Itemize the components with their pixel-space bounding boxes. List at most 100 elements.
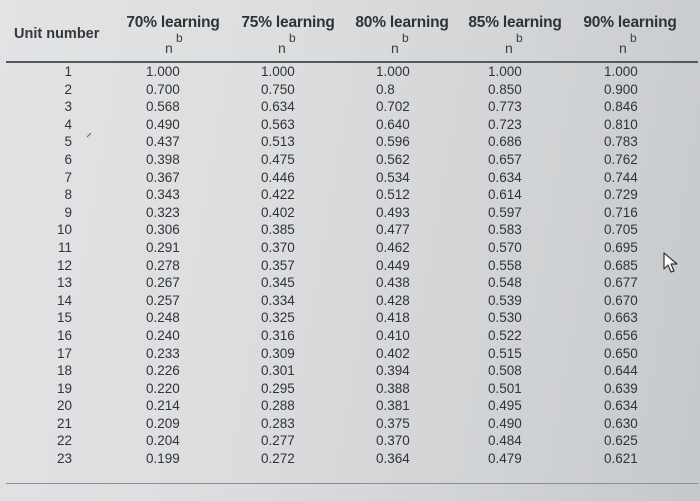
value-cell: 0.744: [604, 169, 638, 185]
value-cell: 0.657: [488, 151, 522, 167]
formula-base: n: [278, 40, 286, 56]
value-cell: 0.686: [488, 134, 522, 150]
value-cell: 0.614: [488, 187, 522, 203]
unit-number-header: Unit number: [14, 26, 100, 42]
table-row: 8 0.343 0.422 0.512 0.614 0.729: [6, 187, 698, 205]
value-cell: 0.695: [604, 239, 638, 255]
value-cell: 0.810: [604, 116, 638, 132]
unit-number-cell: 21: [56, 415, 72, 431]
unit-number-cell: 7: [64, 169, 72, 185]
value-cell: 0.634: [488, 169, 522, 185]
table-row: 4 0.490 0.563 0.640 0.723 0.810: [6, 117, 698, 135]
value-cell: 0.639: [604, 380, 638, 396]
table-row: 1 1.000 1.000 1.000 1.000 1.000: [6, 64, 698, 82]
stray-mark-icon: [86, 132, 92, 138]
value-cell: 0.345: [261, 275, 295, 291]
mouse-pointer-icon: [663, 252, 678, 273]
unit-number-cell: 17: [56, 345, 72, 361]
table-row: 21 0.209 0.283 0.375 0.490 0.630: [6, 416, 698, 434]
column-label: 90% learning: [583, 14, 677, 31]
value-cell: 0.449: [376, 257, 410, 273]
value-cell: 0.677: [604, 275, 638, 291]
value-cell: 0.278: [146, 257, 180, 273]
table-row: 14 0.257 0.334 0.428 0.539 0.670: [6, 293, 698, 311]
value-cell: 0.490: [488, 415, 522, 431]
value-cell: 0.558: [488, 257, 522, 273]
value-cell: 0.495: [488, 398, 522, 414]
value-cell: 0.670: [604, 292, 638, 308]
table-row: 22 0.204 0.277 0.370 0.484 0.625: [6, 433, 698, 451]
column-header-75: 75% learning n b: [234, 4, 342, 58]
value-cell: 1.000: [604, 64, 638, 79]
unit-number-cell: 5: [64, 134, 72, 150]
table-row: 18 0.226 0.301 0.394 0.508 0.644: [6, 363, 698, 381]
formula-exponent: b: [630, 31, 637, 45]
value-cell: 0.596: [376, 134, 410, 150]
value-cell: 0.343: [146, 187, 180, 203]
footer-rule: [6, 483, 698, 484]
value-cell: 0.8: [376, 81, 395, 97]
value-cell: 0.388: [376, 380, 410, 396]
formula-exponent: b: [176, 31, 183, 45]
header-rule: [6, 61, 698, 63]
value-cell: 0.402: [376, 345, 410, 361]
value-cell: 0.248: [146, 310, 180, 326]
unit-number-cell: 4: [64, 116, 72, 132]
table-row: 20 0.214 0.288 0.381 0.495 0.634: [6, 398, 698, 416]
unit-number-cell: 11: [57, 239, 72, 255]
value-cell: 0.325: [261, 310, 295, 326]
value-cell: 0.477: [376, 222, 410, 238]
value-cell: 0.484: [488, 433, 522, 449]
value-cell: 0.291: [146, 239, 180, 255]
value-cell: 0.394: [376, 363, 410, 379]
value-cell: 0.418: [376, 310, 410, 326]
column-header-80: 80% learning n b: [348, 4, 456, 58]
value-cell: 0.513: [261, 134, 295, 150]
value-cell: 0.402: [261, 204, 295, 220]
value-cell: 0.398: [146, 151, 180, 167]
value-cell: 0.563: [261, 116, 295, 132]
unit-number-cell: 3: [64, 99, 72, 115]
value-cell: 0.512: [376, 187, 410, 203]
value-cell: 0.316: [261, 327, 295, 343]
value-cell: 0.422: [261, 187, 295, 203]
formula-base: n: [505, 40, 513, 56]
value-cell: 0.630: [604, 415, 638, 431]
value-cell: 0.226: [146, 363, 180, 379]
value-cell: 0.295: [261, 380, 295, 396]
value-cell: 0.357: [261, 257, 295, 273]
table-row: 5 0.437 0.513 0.596 0.686 0.783: [6, 134, 698, 152]
formula-base: n: [165, 40, 173, 56]
value-cell: 0.702: [376, 99, 410, 115]
value-cell: 0.522: [488, 327, 522, 343]
value-cell: 0.364: [376, 451, 410, 467]
value-cell: 0.267: [146, 275, 180, 291]
value-cell: 0.490: [146, 116, 180, 132]
value-cell: 0.334: [261, 292, 295, 308]
value-cell: 0.309: [261, 345, 295, 361]
value-cell: 0.367: [146, 169, 180, 185]
value-cell: 0.597: [488, 204, 522, 220]
table-row: 7 0.367 0.446 0.534 0.634 0.744: [6, 170, 698, 188]
value-cell: 0.475: [261, 151, 295, 167]
value-cell: 0.508: [488, 363, 522, 379]
value-cell: 0.301: [261, 363, 295, 379]
value-cell: 0.700: [146, 81, 180, 97]
table-row: 19 0.220 0.295 0.388 0.501 0.639: [6, 381, 698, 399]
unit-number-cell: 18: [56, 363, 72, 379]
value-cell: 0.539: [488, 292, 522, 308]
value-cell: 1.000: [376, 64, 410, 79]
value-cell: 0.625: [604, 433, 638, 449]
column-label: 70% learning: [126, 14, 220, 31]
value-cell: 0.240: [146, 327, 180, 343]
value-cell: 0.634: [604, 398, 638, 414]
value-cell: 0.446: [261, 169, 295, 185]
value-cell: 0.428: [376, 292, 410, 308]
formula-base: n: [619, 40, 627, 56]
table-row: 10 0.306 0.385 0.477 0.583 0.705: [6, 222, 698, 240]
value-cell: 0.204: [146, 433, 180, 449]
column-header-85: 85% learning n b: [461, 4, 569, 58]
value-cell: 0.570: [488, 239, 522, 255]
value-cell: 0.462: [376, 239, 410, 255]
